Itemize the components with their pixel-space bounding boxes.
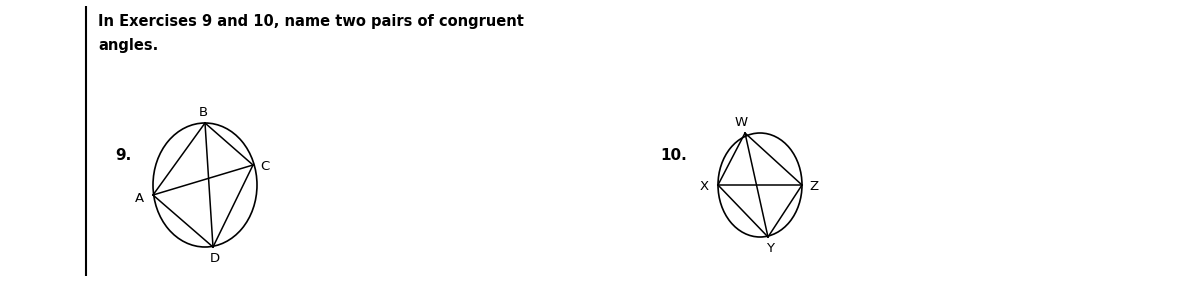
Text: Z: Z (810, 180, 818, 193)
Text: Y: Y (766, 243, 774, 255)
Text: W: W (734, 116, 748, 129)
Text: D: D (210, 252, 220, 265)
Text: A: A (134, 193, 144, 206)
Text: X: X (700, 180, 708, 193)
Text: angles.: angles. (98, 38, 158, 53)
Text: 9.: 9. (115, 148, 131, 163)
Text: B: B (198, 107, 208, 120)
Text: C: C (260, 160, 270, 173)
Text: 10.: 10. (660, 148, 686, 163)
Text: In Exercises 9 and 10, name two pairs of congruent: In Exercises 9 and 10, name two pairs of… (98, 14, 524, 29)
